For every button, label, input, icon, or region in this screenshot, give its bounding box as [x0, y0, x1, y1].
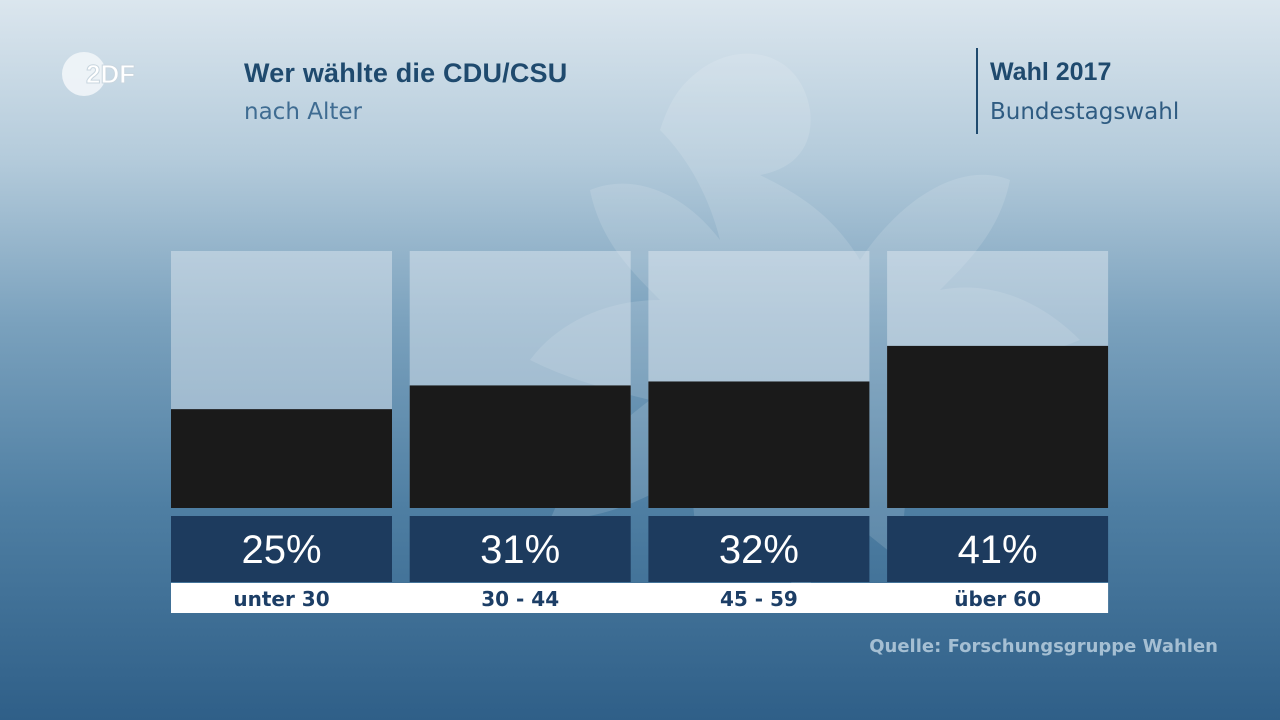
source-note: Quelle: Forschungsgruppe Wahlen — [869, 636, 1218, 657]
category-strip — [171, 583, 1109, 613]
value-label-box — [409, 516, 631, 582]
category-label: unter 30 — [233, 587, 329, 611]
value-label: 41% — [958, 528, 1038, 572]
chart-title: Wer wählte die CDU/CSU — [244, 58, 568, 88]
logo-text: 2DF — [86, 59, 135, 89]
election-subtitle: Bundestagswahl — [990, 99, 1180, 125]
category-label: 30 - 44 — [481, 587, 559, 611]
bar — [409, 385, 631, 508]
value-label-box — [648, 516, 870, 582]
bar — [171, 409, 392, 508]
zdf-logo: 2DF — [62, 52, 136, 96]
chart-subtitle: nach Alter — [244, 99, 362, 125]
value-label-box — [887, 516, 1109, 582]
election-title: Wahl 2017 — [990, 58, 1112, 86]
value-label-box — [171, 516, 392, 582]
category-label: über 60 — [954, 587, 1041, 611]
value-label: 31% — [480, 528, 560, 572]
header-divider — [976, 48, 978, 134]
bar — [887, 345, 1109, 508]
bar — [648, 381, 870, 508]
category-label: 45 - 59 — [720, 587, 798, 611]
value-label: 25% — [241, 528, 321, 572]
value-label: 32% — [719, 528, 799, 572]
